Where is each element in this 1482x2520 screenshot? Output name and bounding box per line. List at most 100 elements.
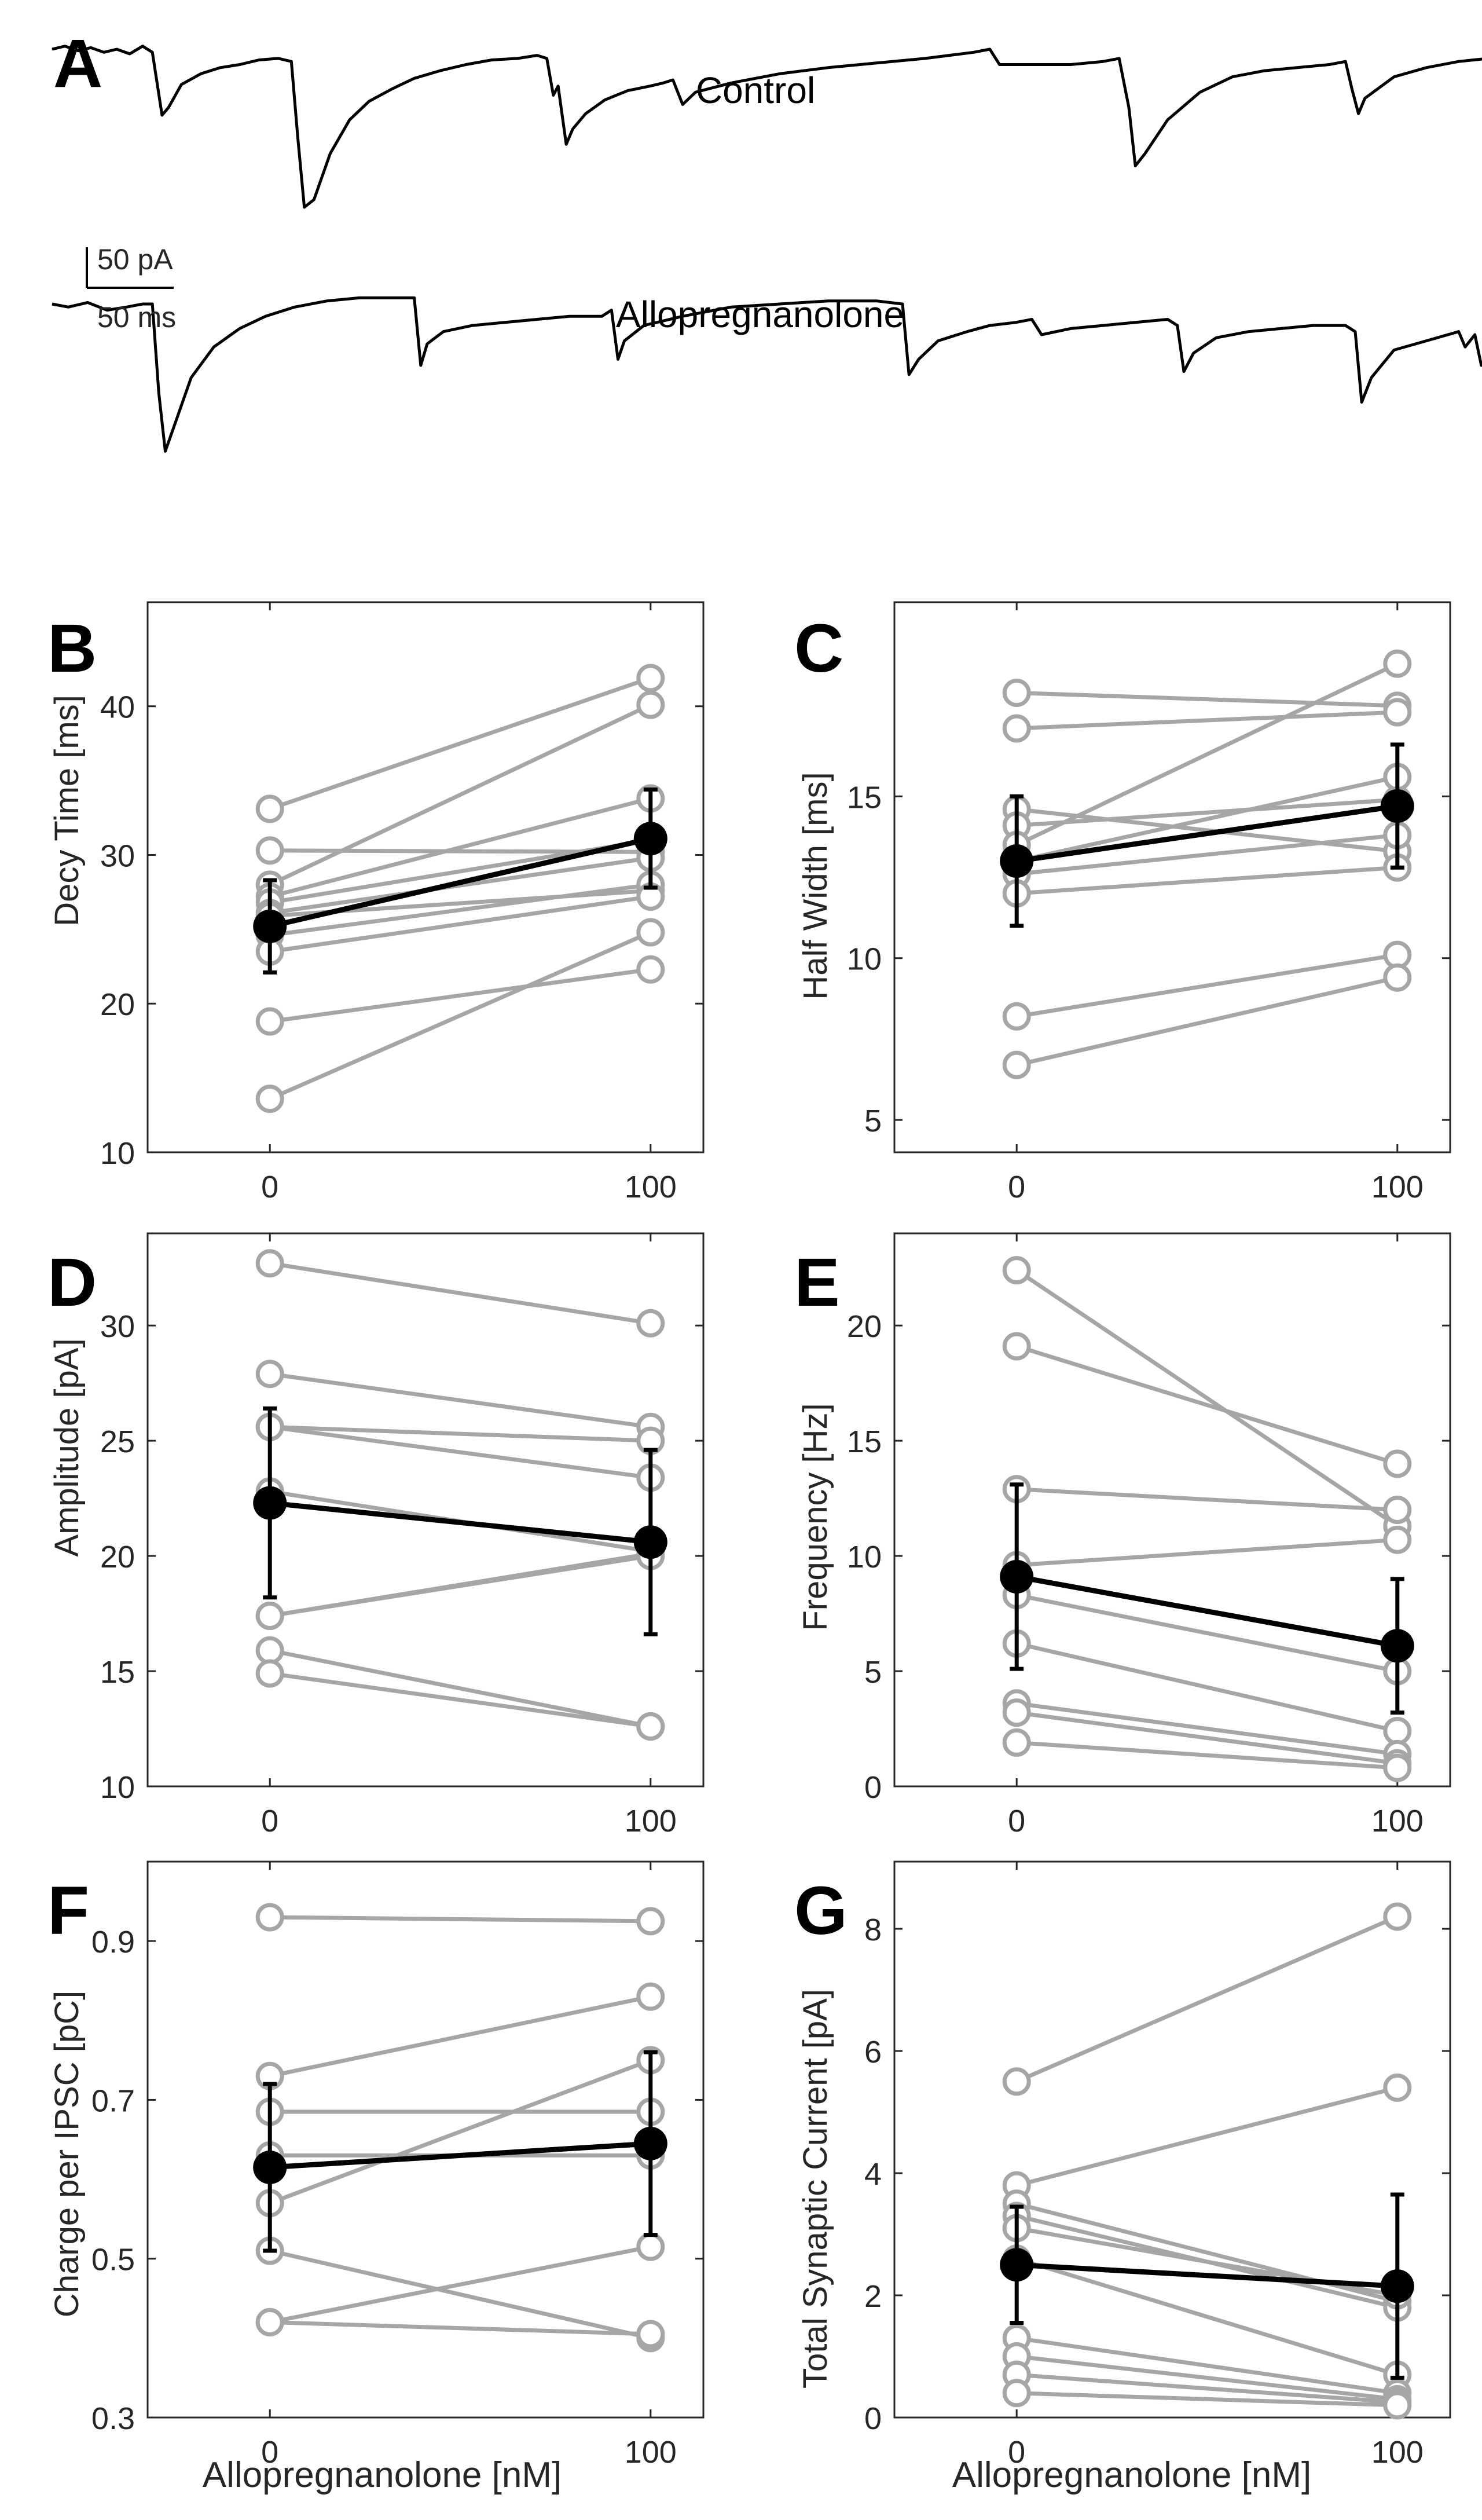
panel-g-ytick-label: 6 <box>864 2035 882 2070</box>
panel-f-pair-line <box>270 2320 651 2336</box>
scalebar-x-label: 50 ms <box>97 301 176 334</box>
panel-e-point-allo <box>1383 1496 1412 1524</box>
panel-e-frame <box>893 1232 1451 1788</box>
panel-b-point-control <box>255 1007 284 1036</box>
panel-b-frame <box>146 601 705 1153</box>
panel-g-xlabel: Allopregnanolone [nM] <box>952 2455 1311 2495</box>
panel-e-pair-line <box>1016 1593 1398 1673</box>
panel-d-pair-line <box>269 1554 651 1618</box>
panel-g-xtick-label: 0 <box>1008 2435 1025 2470</box>
panel-e-pair-line <box>1017 1487 1397 1512</box>
panel-b-pair-line <box>269 676 651 811</box>
panel-d-mean-line <box>269 1500 651 1545</box>
panel-c-point-control <box>1002 678 1031 707</box>
panel-b-point-allo <box>636 690 665 719</box>
panel-f-mean-line <box>269 2141 651 2170</box>
panel-g-point-control <box>1002 2067 1031 2096</box>
panel-g-xtick-label: 100 <box>1371 2435 1424 2470</box>
allopregnanolone-trace <box>52 296 1482 453</box>
panel-d-point-control <box>255 1636 284 1665</box>
panel-b-pair-line <box>269 894 651 954</box>
panel-g-pair-line <box>1016 2372 1398 2405</box>
panel-c-pair-line <box>1016 775 1398 863</box>
panel-b-pair-line <box>269 882 651 937</box>
panel-f-ylabel: Charge per IPSC [pC] <box>48 1991 86 2317</box>
panel-g-ytick-label: 0 <box>864 2401 882 2436</box>
panel-d-point-allo <box>636 1309 665 1338</box>
panel-c-pair-line <box>1016 833 1398 876</box>
panel-g-point-control <box>1002 2379 1031 2408</box>
panel-b-ytick-label: 30 <box>100 838 135 873</box>
panel-f-pair-line <box>270 1915 651 1924</box>
panel-b-point-allo <box>636 664 665 693</box>
panel-e-pair-line <box>1016 1701 1398 1756</box>
panel-d-pair-line <box>269 1424 651 1480</box>
panel-f-mean-point <box>633 2126 667 2160</box>
panel-b-ytick-label: 20 <box>100 987 135 1022</box>
panel-c-pair-line <box>1016 865 1398 896</box>
panel-g-point-allo <box>1383 2073 1412 2102</box>
panel-e-point-control <box>1002 1332 1031 1361</box>
panel-e-point-control <box>1002 1256 1031 1285</box>
panel-e-pair-line <box>1015 1268 1399 1528</box>
panel-e-mean-point <box>1380 1629 1414 1663</box>
panel-b-mean-line <box>269 836 651 929</box>
panel-d-pair-line <box>269 1261 651 1325</box>
panel-f-point-allo <box>636 1907 665 1936</box>
panel-b-ytick-label: 10 <box>100 1136 135 1171</box>
panel-g-mean-point <box>1000 2248 1034 2282</box>
panel-c-mean-point <box>1380 789 1414 823</box>
panel-b-ylabel: Decy Time [ms] <box>48 695 86 926</box>
panel-e-ytick-label: 10 <box>847 1540 882 1574</box>
panel-e-ylabel: Frequency [Hz] <box>797 1403 834 1631</box>
panel-d-frame <box>146 1232 705 1788</box>
panel-f-ytick-label: 0.3 <box>91 2401 135 2436</box>
panel-b-pair-line <box>269 796 651 899</box>
panel-b-point-allo <box>636 955 665 984</box>
panel-b-xtick-label: 100 <box>625 1170 677 1204</box>
panel-label-e: E <box>794 1244 840 1321</box>
panel-c-pair-line <box>1017 710 1397 731</box>
panel-e-ytick-label: 20 <box>847 1309 882 1344</box>
panel-d-pair-line <box>269 1671 651 1729</box>
panel-d-ytick-label: 20 <box>100 1540 135 1574</box>
panel-b-pair-line <box>269 856 651 915</box>
panel-c-xtick-label: 100 <box>1371 1170 1424 1204</box>
panel-c-mean-line <box>1016 803 1398 864</box>
panel-d-pair-line <box>269 1372 651 1429</box>
panel-e-pair-line <box>1016 1344 1398 1466</box>
panel-f-frame <box>146 1860 705 2419</box>
panel-e: E Frequency [Hz] 0 5 10 15 20 0 100 <box>794 1232 1451 1838</box>
panel-b-point-control <box>255 794 284 823</box>
panel-label-f: F <box>47 1873 89 1949</box>
panel-g-pair-line <box>1016 2257 1398 2377</box>
panel-c: C Half Width [ms] 5 10 15 0 100 <box>794 601 1451 1204</box>
panel-d-xtick-label: 0 <box>261 1804 278 1838</box>
panel-g-point-allo <box>1383 1902 1412 1931</box>
panel-f-point-control <box>255 2307 284 2336</box>
panel-label-b: B <box>47 610 97 687</box>
panel-b-pair-line <box>269 702 652 887</box>
panel-d-ytick-label: 10 <box>100 1770 135 1805</box>
panel-d-ylabel: Amplitude [pA] <box>48 1338 86 1556</box>
panel-d-ytick-label: 30 <box>100 1309 135 1344</box>
panel-c-pair-line <box>1015 662 1399 847</box>
panel-c-ytick-label: 5 <box>864 1104 882 1138</box>
panel-e-ytick-label: 15 <box>847 1424 882 1459</box>
panel-label-d: D <box>47 1244 97 1321</box>
panel-c-point-allo <box>1383 963 1412 992</box>
panel-c-point-allo <box>1383 698 1412 727</box>
panel-f-mean-point <box>253 2151 287 2184</box>
panel-f-pair-line <box>269 2058 652 2205</box>
panel-g-ylabel: Total Synaptic Current [pA] <box>797 1989 834 2389</box>
panel-g-ytick-label: 2 <box>864 2279 882 2314</box>
panel-g-pair-line <box>1016 2354 1398 2401</box>
panel-d-ytick-label: 15 <box>100 1655 135 1690</box>
panel-b-ytick-label: 40 <box>100 690 135 725</box>
control-trace <box>52 45 1482 209</box>
panel-f-ytick-label: 0.9 <box>91 1925 135 1959</box>
panel-c-frame <box>893 601 1451 1153</box>
panel-b-point-control <box>255 1085 284 1114</box>
panel-d-mean-point <box>633 1525 667 1559</box>
panel-d-pair-line <box>269 1648 651 1728</box>
